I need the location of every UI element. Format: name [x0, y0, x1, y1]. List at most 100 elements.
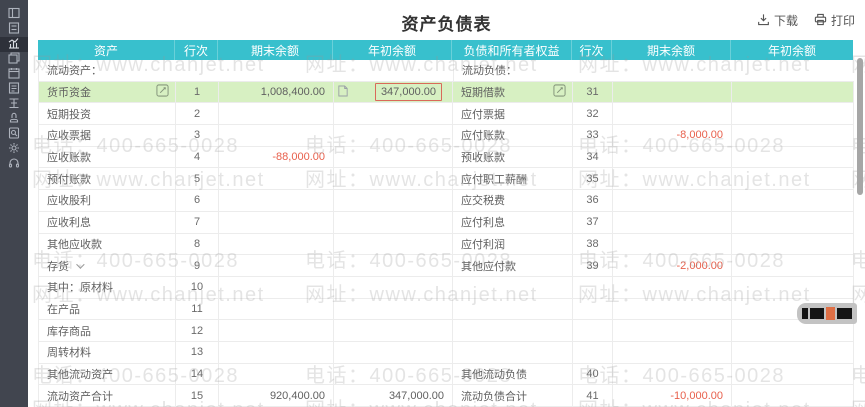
balance-row-cash: 货币资金 1 1,008,400.00 347,000.00 短期借款 31	[39, 81, 854, 104]
balance-row: 应收股利 6 应交税费 36	[39, 190, 854, 212]
asset-label: 存货	[47, 260, 69, 273]
balance-sheet-table: 资产 行次 期末余额 年初余额 负债和所有者权益 行次 期末余额 年初余额 流动…	[38, 40, 854, 407]
balance-row: 其他流动资产 14 其他流动负债 40	[39, 363, 854, 386]
asset-label: 在产品	[39, 298, 176, 321]
col-header-line-2: 行次	[572, 40, 612, 60]
liability-label: 应付利息	[453, 211, 573, 234]
balance-row: 周转材料 13	[39, 341, 854, 364]
stamp-icon	[8, 111, 20, 129]
total-value-cell[interactable]: 347,000.00	[334, 385, 453, 407]
balance-row-totals: 流动资产合计 15 920,400.00 347,000.00 流动负债合计 4…	[39, 385, 854, 407]
edit-icon[interactable]	[553, 84, 566, 100]
dashboard-icon	[8, 6, 20, 24]
headset-icon	[8, 156, 20, 174]
asset-label: 其他应收款	[39, 233, 176, 256]
sidebar-item-voucher[interactable]	[0, 21, 28, 39]
asset-label: 库存商品	[39, 320, 176, 342]
ending-balance-cell[interactable]: 1,008,400.00	[219, 81, 334, 104]
section-label-current-assets: 流动资产：	[39, 60, 453, 82]
section-row: 流动资产： 流动负债：	[39, 60, 854, 82]
col-header-beginning: 年初余额	[333, 40, 452, 60]
sidebar-item-salary[interactable]	[0, 97, 28, 112]
col-header-line: 行次	[175, 40, 218, 60]
balance-row-inventory: 存货 9 其他应付款 39 -2,000.00	[39, 255, 854, 277]
asset-label: 应收账款	[39, 146, 176, 169]
col-header-ending-2: 期末余额	[612, 40, 731, 60]
sidebar-nav	[0, 0, 28, 407]
invoice-icon	[8, 81, 20, 99]
asset-label: 其中：原材料	[39, 276, 176, 299]
negative-value-cell[interactable]: -88,000.00	[219, 146, 334, 169]
chevron-down-icon[interactable]	[76, 259, 85, 269]
bar-chart-icon	[8, 36, 20, 54]
liability-label: 应付职工薪酬	[453, 168, 573, 191]
sidebar-item-reports[interactable]	[0, 37, 28, 52]
asset-label: 应收利息	[39, 211, 176, 234]
liability-label: 应付利润	[453, 233, 573, 256]
liability-label: 短期借款	[461, 87, 505, 100]
liability-label: 其他应付款	[453, 255, 573, 277]
liability-label: 应付账款	[453, 125, 573, 147]
sidebar-item-ledger[interactable]	[0, 51, 28, 69]
balance-row: 应收利息 7 应付利息 37	[39, 211, 854, 234]
asset-label: 周转材料	[39, 341, 176, 364]
download-icon	[757, 13, 770, 29]
balance-row: 应收账款 4 -88,000.00 预收账款 34	[39, 146, 854, 169]
printer-icon	[814, 13, 827, 29]
negative-value-cell[interactable]: -8,000.00	[613, 125, 732, 147]
download-button[interactable]: 下载	[757, 12, 798, 29]
col-header-assets: 资产	[38, 40, 175, 60]
balance-row: 在产品 11	[39, 298, 854, 321]
liability-label: 流动负债合计	[453, 385, 573, 407]
focused-value-box[interactable]: 347,000.00	[374, 83, 442, 102]
liability-label: 其他流动负债	[453, 363, 573, 386]
salary-icon	[8, 96, 20, 114]
sidebar-item-support[interactable]	[0, 157, 28, 172]
beginning-balance-cell: 347,000.00	[334, 81, 453, 104]
table-header-row: 资产 行次 期末余额 年初余额 负债和所有者权益 行次 期末余额 年初余额	[38, 40, 853, 60]
voucher-icon	[8, 21, 20, 39]
total-value-cell[interactable]: 920,400.00	[219, 385, 334, 407]
gear-icon	[8, 141, 20, 159]
sidebar-item-invoice[interactable]	[0, 81, 28, 99]
balance-row: 短期投资 2 应付票据 32	[39, 103, 854, 126]
line-number: 1	[176, 81, 219, 104]
asset-label: 短期投资	[39, 103, 176, 126]
voucher-doc-icon[interactable]	[338, 85, 348, 100]
line-number: 31	[573, 81, 613, 104]
liability-label: 应付票据	[453, 103, 573, 126]
sidebar-item-audit[interactable]	[0, 126, 28, 144]
redacted-area	[797, 303, 857, 324]
calendar-icon	[8, 66, 20, 84]
col-header-beginning-2: 年初余额	[767, 43, 816, 58]
ledger-icon	[8, 51, 20, 69]
balance-row: 预付账款 5 应付职工薪酬 35	[39, 168, 854, 191]
asset-label: 其他流动资产	[39, 363, 176, 386]
section-label-current-liabilities: 流动负债：	[453, 60, 854, 82]
asset-label: 应收股利	[39, 190, 176, 212]
balance-row: 其他应收款 8 应付利润 38	[39, 233, 854, 256]
negative-value-cell[interactable]: -10,000.00	[613, 385, 732, 407]
asset-label: 预付账款	[39, 168, 176, 191]
negative-value-cell[interactable]: -2,000.00	[613, 255, 732, 277]
edit-icon[interactable]	[156, 84, 169, 100]
sidebar-item-checkout[interactable]	[0, 67, 28, 82]
search-doc-icon	[8, 126, 20, 144]
col-header-liabilities: 负债和所有者权益	[452, 40, 572, 60]
liability-label: 预收账款	[453, 146, 573, 169]
vertical-scrollbar	[856, 40, 864, 407]
asset-label: 应收票据	[39, 125, 176, 147]
sidebar-item-settings[interactable]	[0, 142, 28, 157]
sidebar-item-dashboard[interactable]	[0, 7, 28, 22]
page-title: 资产负债表	[401, 15, 492, 34]
balance-row: 库存商品 12	[39, 320, 854, 342]
liability-label: 应交税费	[453, 190, 573, 212]
balance-row: 应收票据 3 应付账款 33 -8,000.00	[39, 125, 854, 147]
top-bar: 资产负债表 下载 打印	[28, 0, 865, 40]
sidebar-item-assets[interactable]	[0, 112, 28, 127]
asset-label: 货币资金	[47, 87, 91, 100]
print-button[interactable]: 打印	[814, 12, 855, 29]
balance-row: 其中：原材料 10	[39, 276, 854, 299]
scrollbar-thumb[interactable]	[857, 58, 863, 195]
